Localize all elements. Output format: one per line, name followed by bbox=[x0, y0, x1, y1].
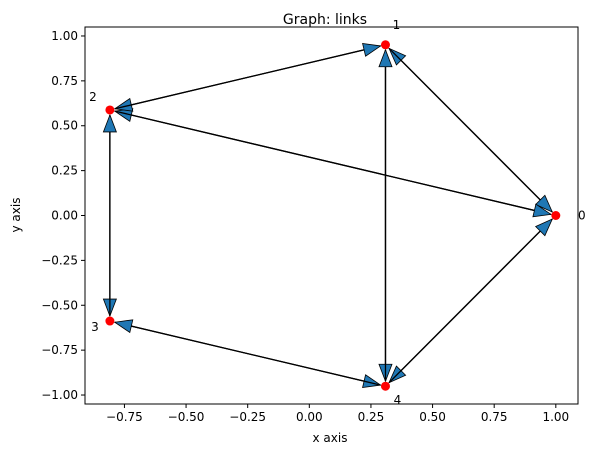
x-axis-label: x axis bbox=[313, 431, 348, 445]
edge-line-4-0 bbox=[388, 230, 541, 384]
edge-line-2-1 bbox=[114, 49, 365, 110]
x-tick-label: 0.25 bbox=[358, 410, 385, 424]
edge-arrowhead-2-1 bbox=[362, 43, 382, 57]
x-tick-label: 1.00 bbox=[542, 410, 569, 424]
edge-arrowhead-3-2 bbox=[102, 113, 117, 133]
y-tick-label: 0.25 bbox=[51, 164, 78, 178]
edge-line-2-0 bbox=[114, 110, 535, 212]
y-tick-label: −0.50 bbox=[41, 298, 78, 312]
y-tick-label: 0.75 bbox=[51, 74, 78, 88]
plot-frame bbox=[84, 26, 579, 405]
y-tick-label: −0.75 bbox=[41, 343, 78, 357]
x-axis-ticks: −0.75 −0.50 −0.25 0.00 0.25 0.50 0.75 1.00 bbox=[106, 404, 569, 424]
y-tick-label: 0.00 bbox=[51, 209, 78, 223]
node-label-4: 4 bbox=[394, 393, 402, 407]
y-tick-label: −0.25 bbox=[41, 253, 78, 267]
node-2 bbox=[105, 105, 115, 115]
edge-line-4-3 bbox=[131, 325, 381, 386]
chart-title: Graph: links bbox=[283, 12, 367, 28]
node-label-layer: 0 1 2 3 4 bbox=[89, 18, 586, 407]
node-label-3: 3 bbox=[91, 320, 99, 334]
y-tick-label: 1.00 bbox=[51, 29, 78, 43]
edge-arrowhead-2-0 bbox=[532, 203, 553, 218]
edge-arrowhead-4-1 bbox=[378, 48, 393, 68]
y-tick-label: 0.50 bbox=[51, 119, 78, 133]
y-tick-label: −1.00 bbox=[41, 388, 78, 402]
y-axis-label: y axis bbox=[9, 198, 23, 233]
x-tick-label: −0.75 bbox=[106, 410, 143, 424]
edge-line-1-0 bbox=[388, 47, 541, 201]
node-layer bbox=[105, 40, 561, 391]
node-label-1: 1 bbox=[393, 18, 401, 32]
edge-arrowhead-4-3 bbox=[113, 319, 134, 334]
edge-arrowhead-1-0 bbox=[534, 194, 554, 213]
x-tick-label: 0.00 bbox=[296, 410, 323, 424]
x-tick-label: 0.75 bbox=[481, 410, 508, 424]
node-3 bbox=[105, 316, 115, 326]
node-1 bbox=[380, 40, 390, 50]
node-0 bbox=[551, 211, 561, 220]
x-tick-label: 0.50 bbox=[419, 410, 446, 424]
y-axis-ticks: −1.00 −0.75 −0.50 −0.25 0.00 0.25 0.50 0.75 1.00 bbox=[41, 29, 85, 402]
node-label-0: 0 bbox=[578, 209, 586, 223]
edge-layer bbox=[102, 43, 554, 388]
edge-arrowhead-4-0 bbox=[534, 218, 554, 237]
x-tick-label: −0.25 bbox=[229, 410, 266, 424]
node-label-2: 2 bbox=[89, 90, 97, 104]
node-4 bbox=[380, 381, 390, 391]
x-tick-label: −0.50 bbox=[168, 410, 205, 424]
